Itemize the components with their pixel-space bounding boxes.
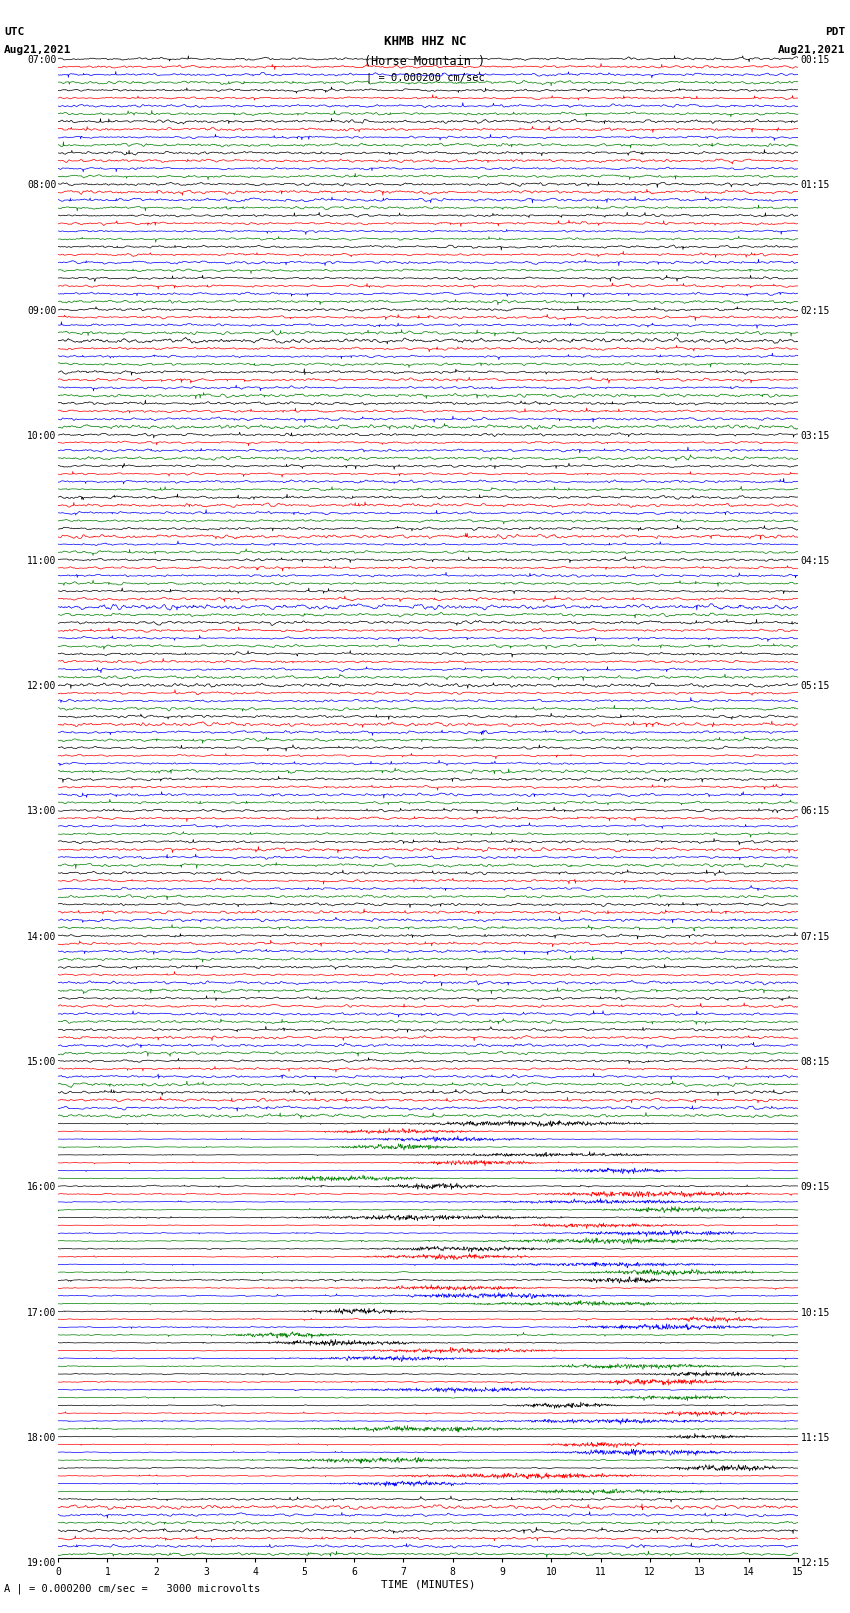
- Text: 10:00: 10:00: [27, 431, 56, 440]
- Text: 00:15: 00:15: [801, 55, 830, 65]
- Text: 12:15: 12:15: [801, 1558, 830, 1568]
- Text: 13:00: 13:00: [27, 806, 56, 816]
- Text: KHMB HHZ NC: KHMB HHZ NC: [383, 35, 467, 48]
- Text: 05:15: 05:15: [801, 681, 830, 692]
- Text: 09:00: 09:00: [27, 305, 56, 316]
- Text: 07:15: 07:15: [801, 932, 830, 942]
- Text: | = 0.000200 cm/sec: | = 0.000200 cm/sec: [366, 73, 484, 84]
- Text: A | = 0.000200 cm/sec =   3000 microvolts: A | = 0.000200 cm/sec = 3000 microvolts: [4, 1582, 260, 1594]
- Text: 11:00: 11:00: [27, 556, 56, 566]
- Text: 06:15: 06:15: [801, 806, 830, 816]
- Text: 02:15: 02:15: [801, 305, 830, 316]
- Text: 16:00: 16:00: [27, 1182, 56, 1192]
- Text: Aug21,2021: Aug21,2021: [4, 45, 71, 55]
- X-axis label: TIME (MINUTES): TIME (MINUTES): [381, 1579, 475, 1590]
- Text: PDT: PDT: [825, 27, 846, 37]
- Text: (Horse Mountain ): (Horse Mountain ): [365, 55, 485, 68]
- Text: 12:00: 12:00: [27, 681, 56, 692]
- Text: 03:15: 03:15: [801, 431, 830, 440]
- Text: Aug21,2021: Aug21,2021: [779, 45, 846, 55]
- Text: 10:15: 10:15: [801, 1308, 830, 1318]
- Text: 04:15: 04:15: [801, 556, 830, 566]
- Text: 17:00: 17:00: [27, 1308, 56, 1318]
- Text: 19:00: 19:00: [27, 1558, 56, 1568]
- Text: 18:00: 18:00: [27, 1432, 56, 1442]
- Text: 01:15: 01:15: [801, 181, 830, 190]
- Text: 14:00: 14:00: [27, 932, 56, 942]
- Text: 08:15: 08:15: [801, 1057, 830, 1068]
- Text: 07:00: 07:00: [27, 55, 56, 65]
- Text: 08:00: 08:00: [27, 181, 56, 190]
- Text: 15:00: 15:00: [27, 1057, 56, 1068]
- Text: 09:15: 09:15: [801, 1182, 830, 1192]
- Text: UTC: UTC: [4, 27, 25, 37]
- Text: 11:15: 11:15: [801, 1432, 830, 1442]
